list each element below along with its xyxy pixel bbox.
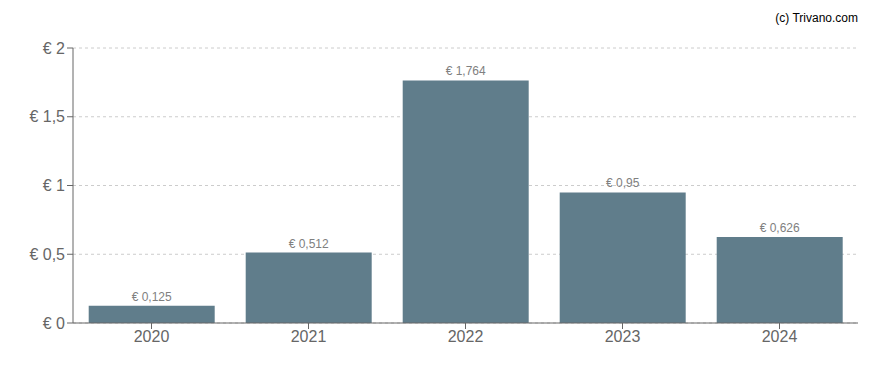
svg-text:€ 0,626: € 0,626: [760, 221, 800, 235]
html-text:(c) Trivano.com: (c) Trivano.com: [775, 11, 858, 25]
svg-text:€ 1: € 1: [43, 177, 65, 194]
svg-text:€ 0,125: € 0,125: [132, 290, 172, 304]
svg-text:€ 0,95: € 0,95: [606, 176, 640, 190]
svg-text:2020: 2020: [134, 328, 170, 345]
svg-text:€ 0,5: € 0,5: [29, 246, 65, 263]
svg-text:2022: 2022: [448, 328, 484, 345]
svg-text:2023: 2023: [605, 328, 641, 345]
svg-text:2021: 2021: [291, 328, 327, 345]
svg-text:€ 1,5: € 1,5: [29, 108, 65, 125]
svg-text:€ 2: € 2: [43, 40, 65, 57]
svg-text:€ 1,764: € 1,764: [446, 64, 486, 78]
svg-text:€ 0,512: € 0,512: [289, 237, 329, 251]
svg-text:2024: 2024: [762, 328, 798, 345]
svg-text:€ 0: € 0: [43, 315, 65, 332]
